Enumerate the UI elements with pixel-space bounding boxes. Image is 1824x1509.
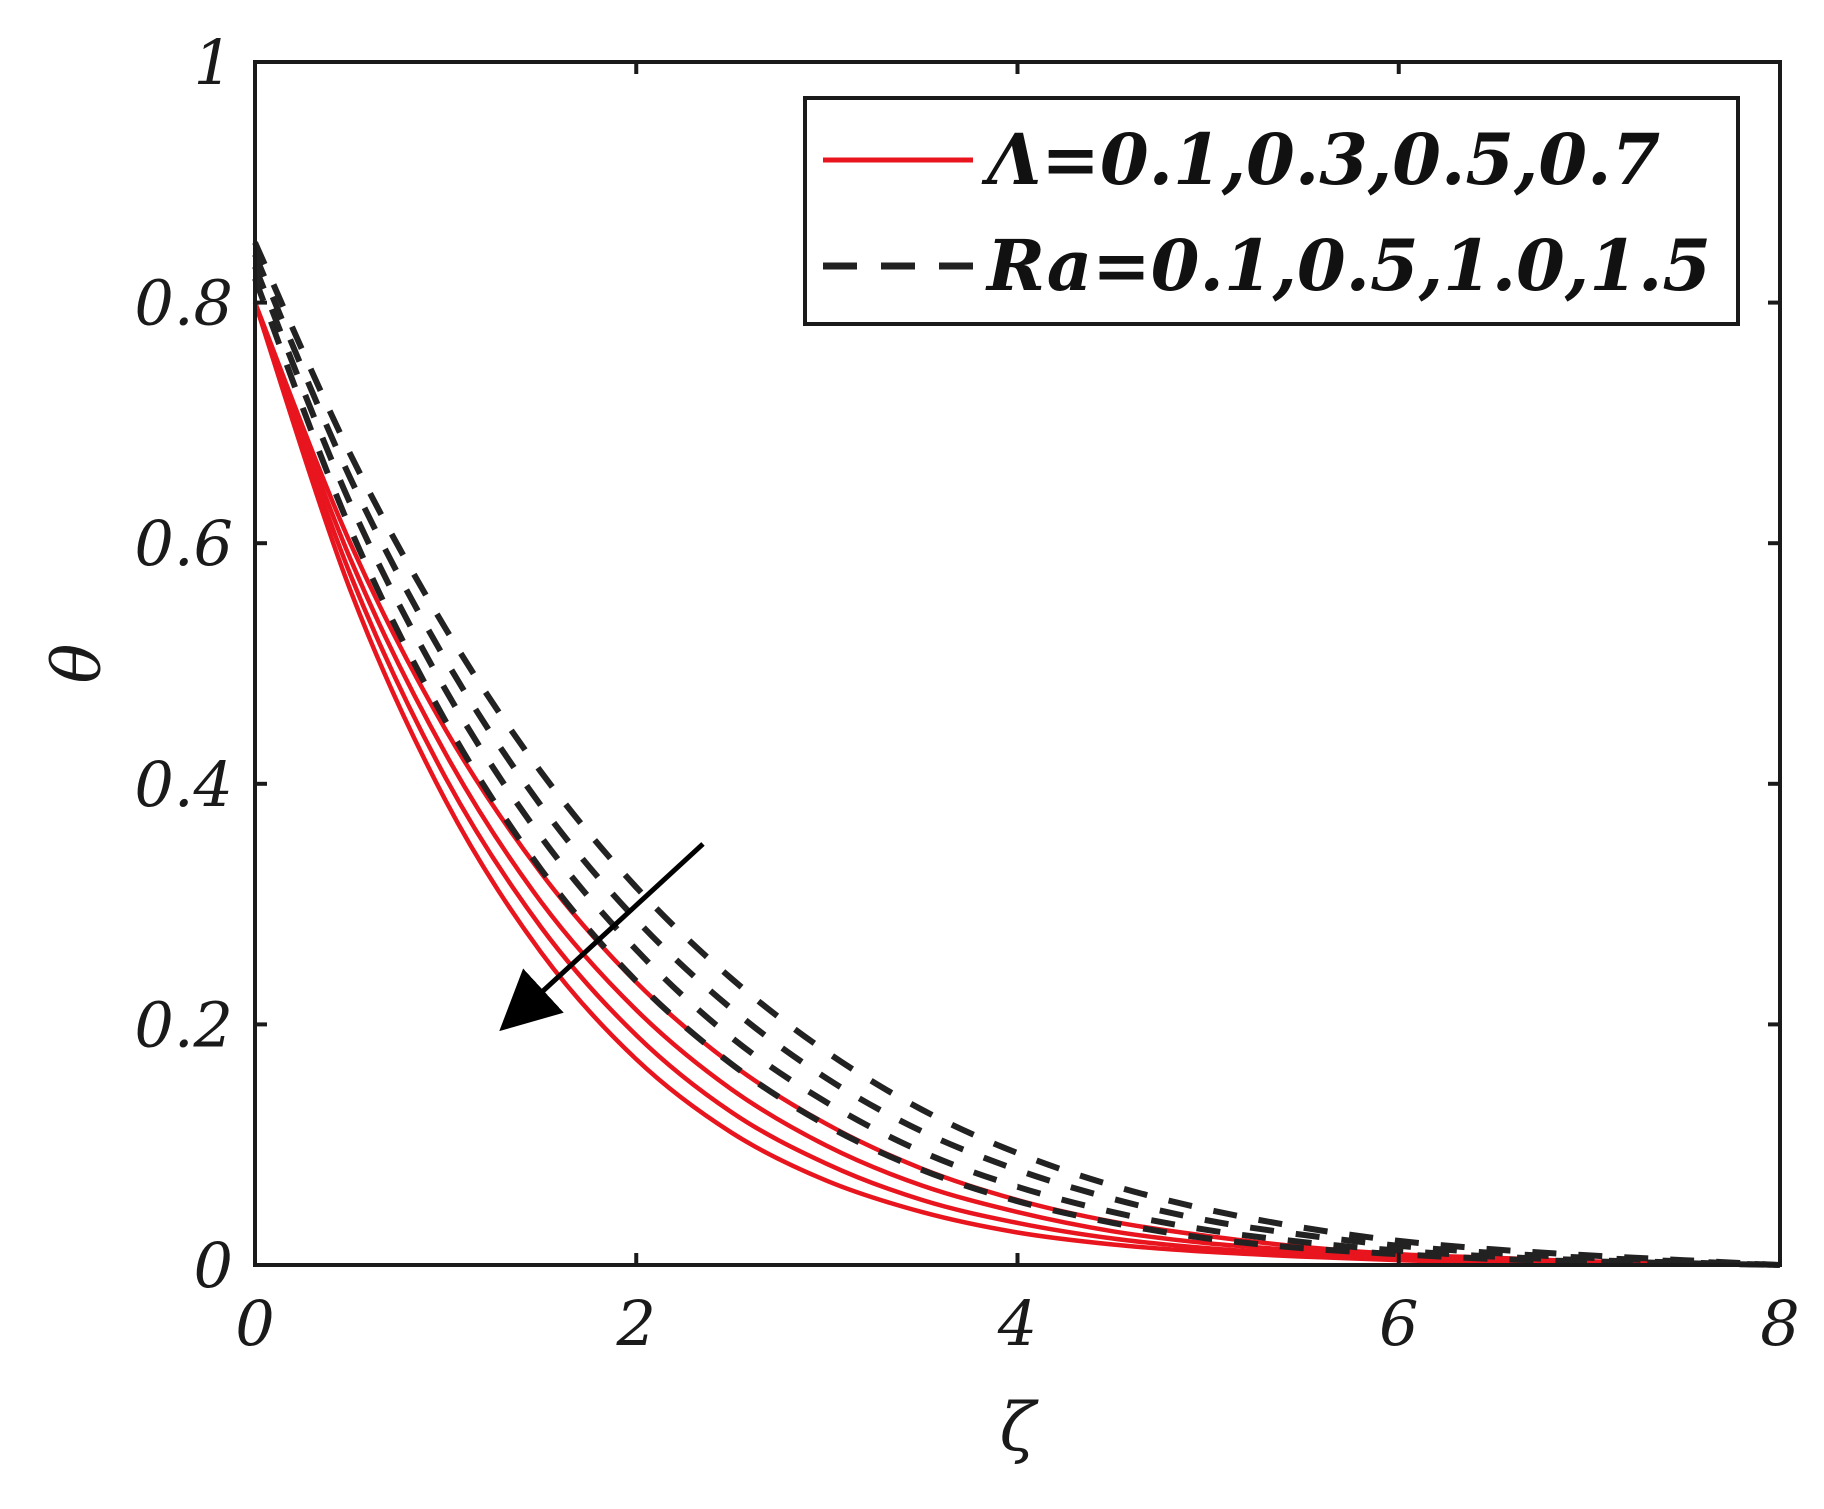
ra-curve-7 xyxy=(252,241,1781,1268)
ra-curve-5 xyxy=(252,265,1781,1268)
plot-frame xyxy=(253,60,1782,1267)
x-tick-label: 4 xyxy=(997,1287,1037,1360)
y-axis-label: θ xyxy=(39,644,116,684)
x-tick-label: 8 xyxy=(1760,1287,1799,1360)
y-tick-label: 0.4 xyxy=(134,748,233,821)
trend-arrow xyxy=(499,842,705,1032)
y-tick-label: 0.2 xyxy=(134,988,233,1061)
x-tick-label: 0 xyxy=(235,1287,274,1360)
lambda-curve-2 xyxy=(252,301,1781,1268)
series-curves xyxy=(252,241,1781,1268)
y-tick-label: 0.8 xyxy=(134,267,233,340)
legend-entry-ra: Ra=0.1,0.5,1.0,1.5 xyxy=(985,224,1711,307)
ra-curve-4 xyxy=(252,277,1781,1268)
x-tick-label: 6 xyxy=(1379,1287,1418,1360)
y-tick-label: 0.6 xyxy=(134,507,233,580)
x-tick-label: 2 xyxy=(616,1287,656,1360)
y-tick-label: 0 xyxy=(194,1229,233,1302)
legend-entry-lambda: Λ=0.1,0.3,0.5,0.7 xyxy=(981,118,1660,201)
ra-curve-6 xyxy=(252,253,1781,1268)
legend-box xyxy=(803,96,1740,326)
legend: Λ=0.1,0.3,0.5,0.7 Ra=0.1,0.5,1.0,1.5 xyxy=(803,96,1740,326)
y-tick-label: 1 xyxy=(194,26,233,99)
x-axis-label: ζ xyxy=(1000,1389,1040,1466)
tick-labels: 0 2 4 6 8 0 0.2 0.4 0.6 0.8 1 xyxy=(134,26,1799,1360)
